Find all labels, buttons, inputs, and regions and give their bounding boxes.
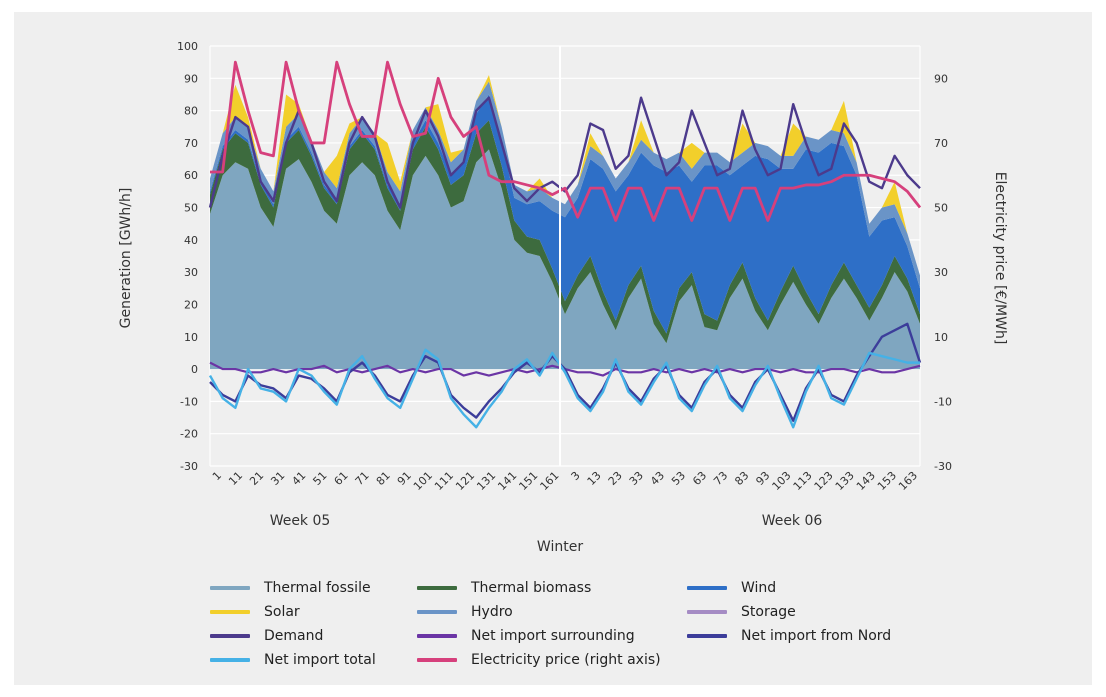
week-06-label: Week 06 — [762, 513, 823, 529]
x-tick-label: 153 — [875, 469, 899, 493]
area-wind — [210, 94, 920, 334]
y2-tick-label: 70 — [934, 137, 948, 150]
x-tick-label: 33 — [627, 469, 646, 488]
y-tick-label: 0 — [191, 363, 198, 376]
y-tick-label: 40 — [184, 234, 198, 247]
x-tick-label: 103 — [770, 469, 794, 493]
chart-panel: -30 -20 -10 0 10 20 30 40 50 60 70 80 90 100 -30 -10 10… — [14, 12, 1092, 685]
x-tick-label: 163 — [896, 469, 920, 493]
x-tick-label: 123 — [812, 469, 836, 493]
x-tick-label: 113 — [791, 469, 815, 493]
x-tick-label: 101 — [411, 469, 435, 493]
line-net-import-from-nord — [209, 322, 922, 422]
x-tick-label: 51 — [310, 469, 329, 488]
x-axis-ticks: 1 11 21 31 41 51 61 71 81 91101111121131141151161… — [210, 469, 920, 493]
x-tick-label: 13 — [585, 469, 604, 488]
y2-tick-label: -10 — [934, 395, 952, 408]
y-axis-right-ticks: -30 -10 10 30 50 70 90 — [934, 72, 952, 473]
x-tick-label: 111 — [432, 469, 456, 493]
y-axis-left-ticks: -30 -20 -10 0 10 20 30 40 50 60 70 80 90 100 — [177, 40, 198, 473]
y2-tick-label: 90 — [934, 72, 948, 85]
x-tick-label: 83 — [732, 469, 751, 488]
x-tick-label: 23 — [606, 469, 625, 488]
x-tick-label: 11 — [226, 469, 245, 488]
x-tick-label: 121 — [453, 469, 477, 493]
y-axis-title: Generation [GWh/h] — [118, 188, 134, 329]
x-axis-title: Winter — [537, 539, 583, 555]
y2-tick-label: 10 — [934, 331, 948, 344]
y-tick-label: -20 — [180, 428, 198, 441]
area-solar — [210, 75, 920, 276]
y-tick-label: 20 — [184, 298, 198, 311]
area-thermal-fossile — [210, 149, 920, 370]
y-tick-label: 10 — [184, 331, 198, 344]
y-tick-label: 30 — [184, 266, 198, 279]
x-tick-label: 71 — [353, 469, 372, 488]
y2-tick-label: -30 — [934, 460, 952, 473]
x-tick-label: 61 — [332, 469, 351, 488]
y-tick-label: -10 — [180, 395, 198, 408]
x-tick-label: 1 — [210, 469, 224, 483]
x-tick-label: 63 — [690, 469, 709, 488]
x-tick-label: 3 — [569, 469, 583, 483]
x-tick-label: 143 — [854, 469, 878, 493]
y-tick-label: 70 — [184, 137, 198, 150]
x-tick-label: 133 — [833, 469, 857, 493]
y2-axis-title: Electricity price [€/MWh] — [992, 172, 1008, 345]
week-05-label: Week 05 — [270, 513, 331, 529]
x-tick-label: 53 — [669, 469, 688, 488]
series-lines — [208, 60, 922, 429]
y2-tick-label: 50 — [934, 202, 948, 215]
x-tick-label: 81 — [374, 469, 393, 488]
line-electricity-price-right-axis — [210, 60, 922, 222]
y-tick-label: 80 — [184, 105, 198, 118]
x-tick-label: 41 — [289, 469, 308, 488]
line-net-import-total — [208, 348, 920, 429]
x-tick-label: 131 — [474, 469, 498, 493]
chart-svg: -30 -20 -10 0 10 20 30 40 50 60 70 80 90 100 -30 -10 10… — [118, 40, 1008, 555]
x-tick-label: 73 — [711, 469, 730, 488]
y-tick-label: 50 — [184, 202, 198, 215]
x-tick-label: 151 — [516, 469, 540, 493]
y-tick-label: 60 — [184, 169, 198, 182]
x-tick-label: 43 — [648, 469, 667, 488]
y-tick-label: -30 — [180, 460, 198, 473]
y-tick-label: 100 — [177, 40, 198, 53]
x-tick-label: 21 — [247, 469, 266, 488]
x-tick-label: 161 — [538, 469, 562, 493]
y-tick-label: 90 — [184, 72, 198, 85]
x-tick-label: 141 — [495, 469, 519, 493]
x-tick-label: 31 — [268, 469, 287, 488]
y2-tick-label: 30 — [934, 266, 948, 279]
stacked-areas — [210, 75, 920, 370]
